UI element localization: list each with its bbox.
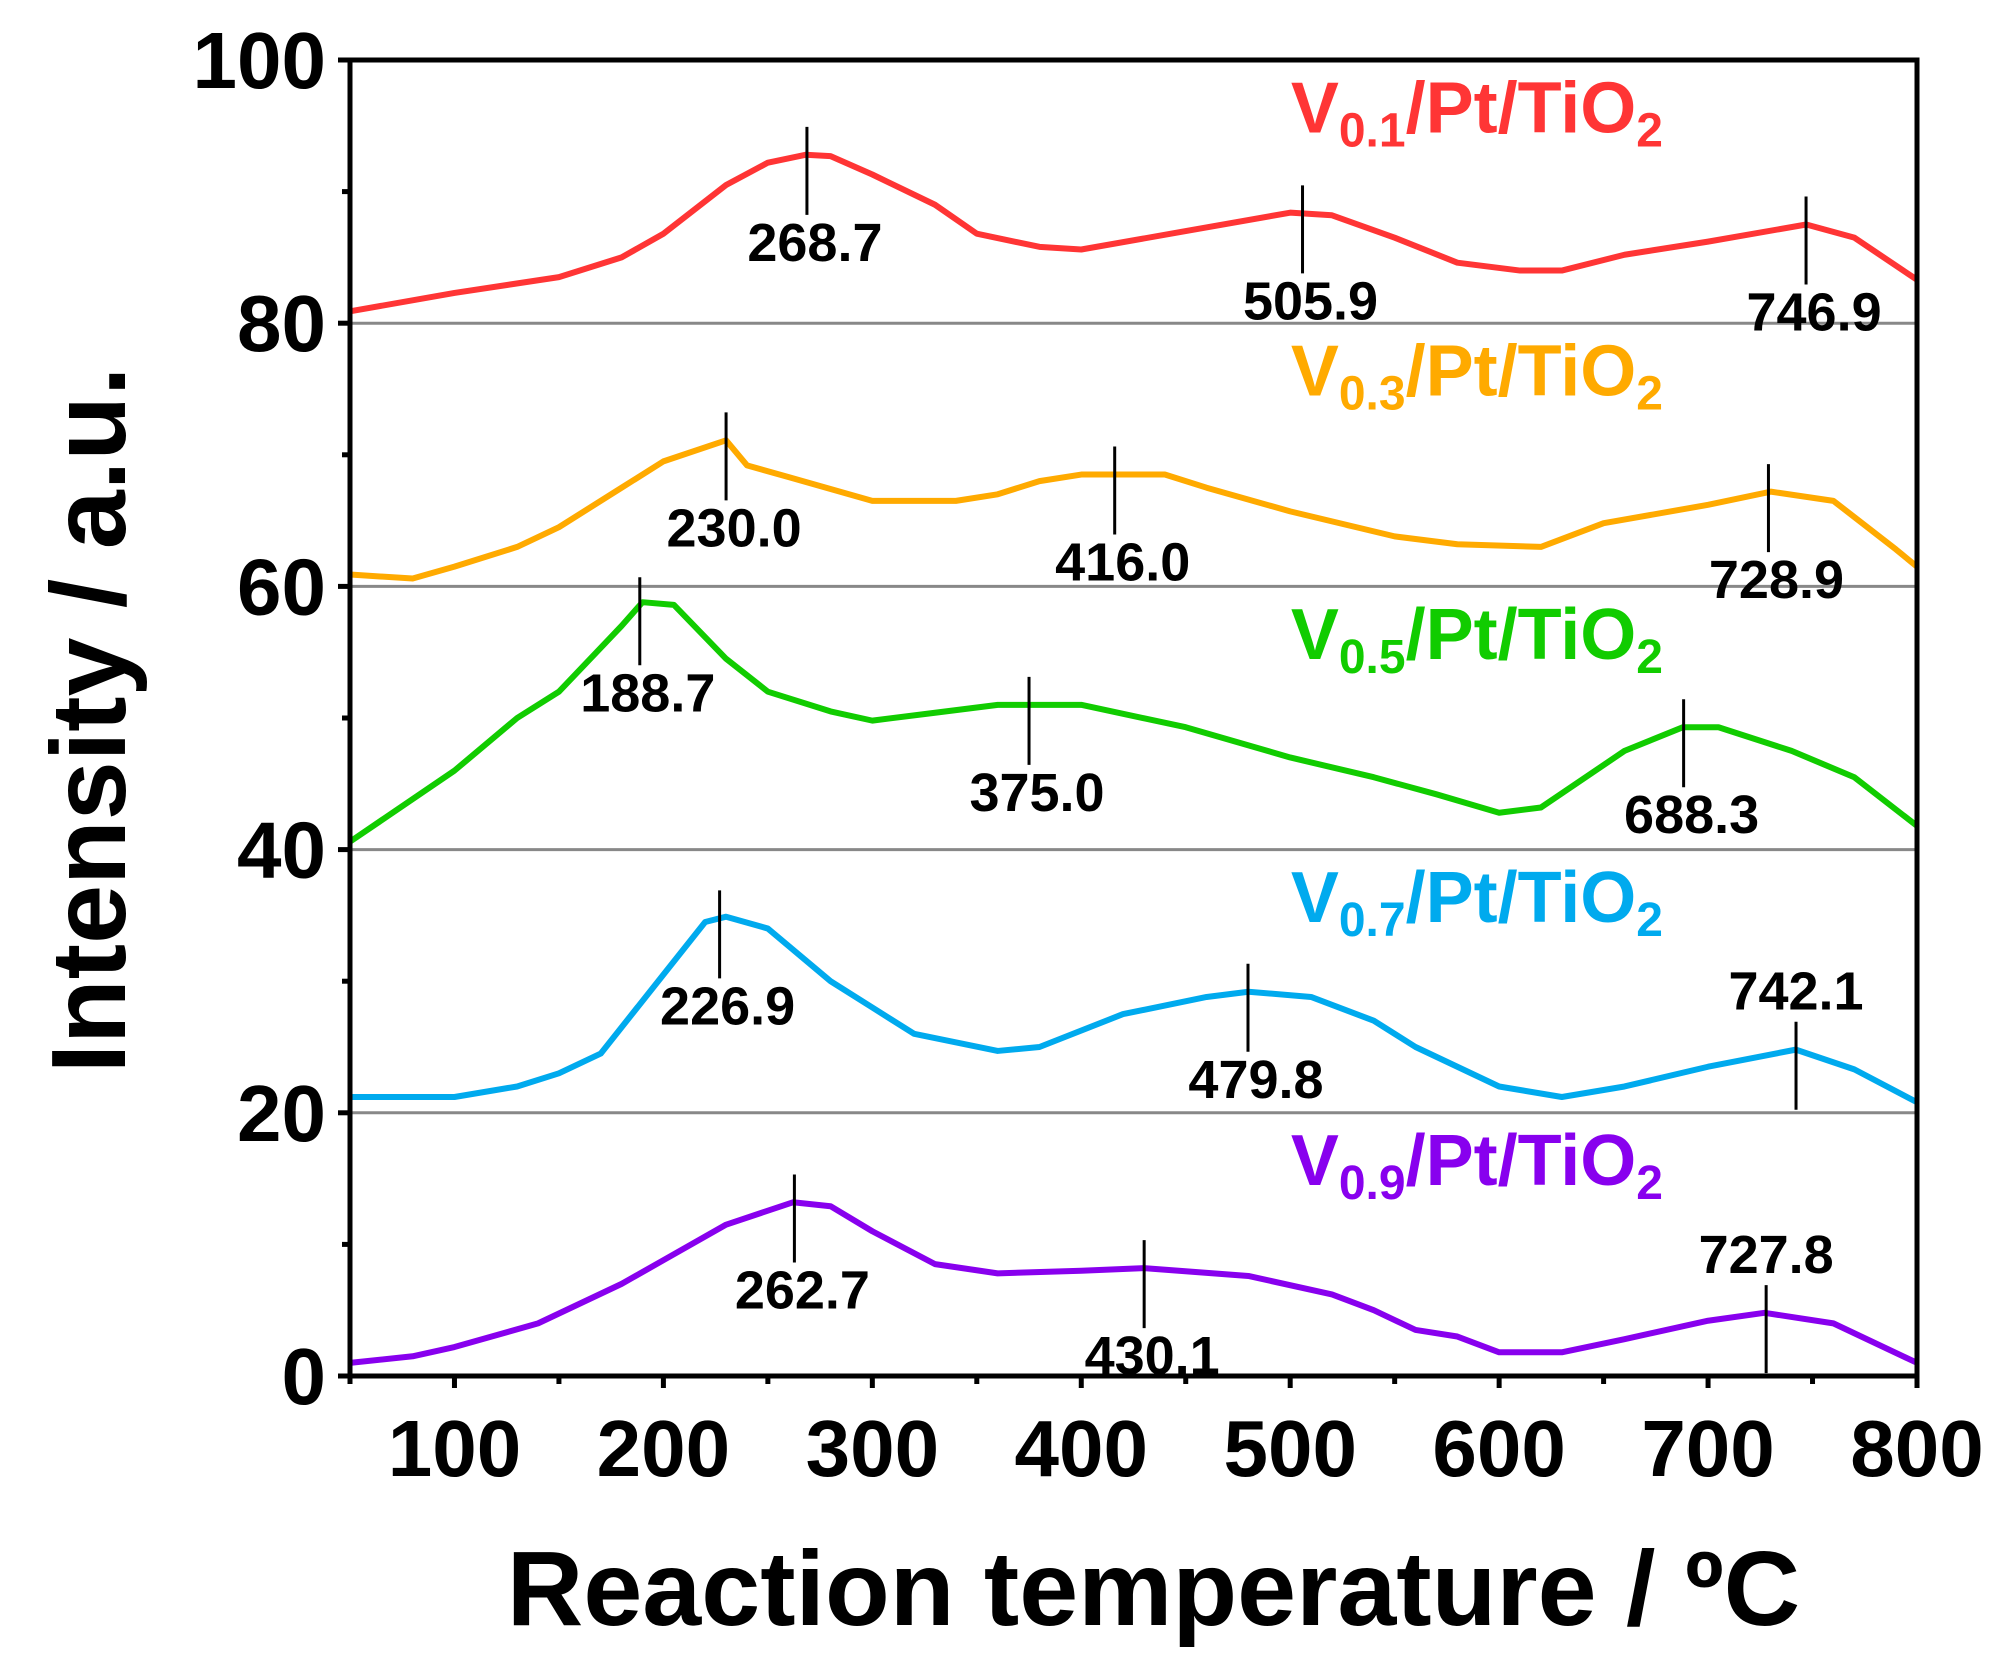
peak-label: 230.0 [667, 498, 802, 558]
legend-entry: V0.7/Pt/TiO2 [1291, 858, 1663, 947]
legend-label-main: V [1291, 68, 1339, 148]
legend-entry: V0.9/Pt/TiO2 [1291, 1121, 1663, 1210]
legend-label-main: V [1291, 1121, 1339, 1201]
legend-entry: V0.1/Pt/TiO2 [1291, 68, 1663, 157]
y-tick-label: 0 [282, 1332, 327, 1421]
legend-label-sub: 0.9 [1339, 1157, 1406, 1210]
legend-label-sub: 0.5 [1339, 631, 1406, 684]
x-tick-label: 600 [1432, 1404, 1565, 1493]
legend-label-main: V [1291, 595, 1339, 675]
x-tick-label: 400 [1015, 1404, 1148, 1493]
peak-label: 727.8 [1699, 1225, 1834, 1285]
peak-label: 375.0 [969, 763, 1104, 823]
peak-label: 742.1 [1728, 962, 1863, 1022]
legend-label-sub2: 2 [1636, 1157, 1663, 1210]
legend-label-sub: 0.3 [1339, 368, 1406, 421]
peak-label: 262.7 [735, 1260, 870, 1320]
peak-label: 188.7 [580, 663, 715, 723]
y-tick-label: 60 [237, 542, 326, 631]
series-line [349, 437, 1919, 582]
legend-label-main: V [1291, 332, 1339, 412]
peak-label: 479.8 [1188, 1050, 1323, 1110]
legend-label-sub2: 2 [1636, 894, 1663, 947]
legend-label-sub2: 2 [1636, 368, 1663, 421]
peak-label: 416.0 [1055, 533, 1190, 593]
peak-label: 728.9 [1709, 550, 1844, 610]
peak-label: 226.9 [660, 976, 795, 1036]
x-tick-label: 300 [806, 1404, 939, 1493]
legend-label-rest: /Pt/TiO [1406, 1121, 1637, 1201]
legend-entry: V0.5/Pt/TiO2 [1291, 595, 1663, 684]
y-tick-label: 40 [237, 806, 326, 895]
peak-label: 268.7 [747, 213, 882, 273]
legend-label-sub: 0.7 [1339, 894, 1406, 947]
x-tick-label: 500 [1223, 1404, 1356, 1493]
peak-label: 505.9 [1243, 271, 1378, 331]
series-line [349, 151, 1919, 315]
peak-label: 688.3 [1624, 785, 1759, 845]
x-axis-label: Reaction temperature / ºC [507, 1530, 1800, 1648]
x-tick-label: 800 [1850, 1404, 1983, 1493]
series-line [348, 599, 1919, 845]
legend-label-sub2: 2 [1636, 104, 1663, 157]
legend-label-rest: /Pt/TiO [1406, 595, 1637, 675]
series-3: 226.9 479.8 742.1 V0.7/Pt/TiO2 [350, 858, 1919, 1110]
series-2: 188.7 375.0 688.3 V0.5/Pt/TiO2 [348, 577, 1919, 845]
series-1: 230.0 416.0 728.9 V0.3/Pt/TiO2 [349, 332, 1919, 610]
legend-label-main: V [1291, 858, 1339, 938]
legend-label-rest: /Pt/TiO [1406, 858, 1637, 938]
series-0: 268.7 505.9 746.9 V0.1/Pt/TiO2 [349, 68, 1919, 343]
legend-label-sub: 0.1 [1339, 104, 1406, 157]
legend-entry: V0.3/Pt/TiO2 [1291, 332, 1663, 421]
x-tick-label: 100 [388, 1404, 521, 1493]
peak-label: 746.9 [1746, 283, 1881, 343]
y-tick-label: 20 [237, 1069, 326, 1158]
x-tick-label: 200 [597, 1404, 730, 1493]
legend-label-rest: /Pt/TiO [1406, 332, 1637, 412]
y-axis-label: Intensity / a.u. [30, 367, 148, 1074]
legend-label-rest: /Pt/TiO [1406, 68, 1637, 148]
x-tick-label: 700 [1641, 1404, 1774, 1493]
y-tick-label: 100 [193, 16, 326, 105]
y-tick-label: 80 [237, 279, 326, 368]
series-line [349, 1199, 1919, 1366]
series-line [350, 913, 1919, 1105]
legend-label-sub2: 2 [1636, 631, 1663, 684]
